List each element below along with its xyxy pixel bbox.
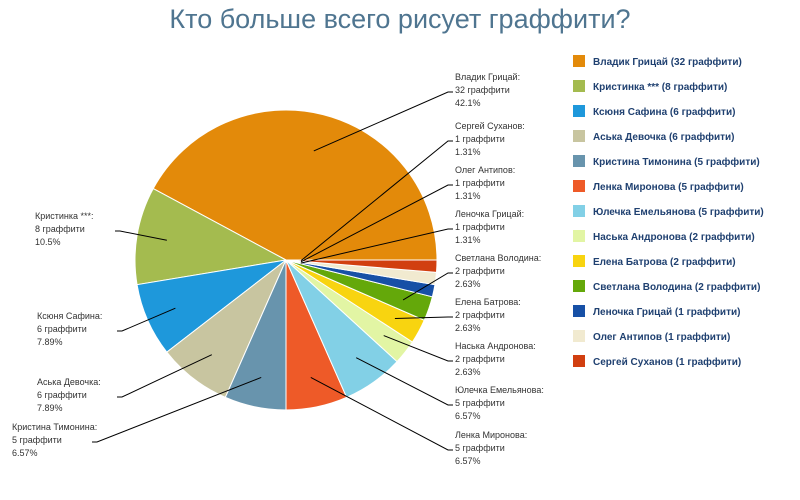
- legend-swatch: [573, 55, 585, 67]
- callout-leader-line: [383, 335, 453, 362]
- pie-slice: [134, 187, 288, 286]
- legend-entry: Елена Батрова (2 граффити): [593, 256, 736, 268]
- callout-count-label: 8 граффити: [35, 224, 85, 234]
- callout-name-label: Кристина Тимонина:: [12, 422, 97, 432]
- callout-leader-line: [300, 228, 453, 264]
- callout-count-label: 1 граффити: [455, 222, 505, 232]
- callout-leader-line: [117, 354, 213, 398]
- chart-title: Кто больше всего рисует граффити?: [169, 4, 631, 34]
- callout-leader-line: [394, 316, 453, 320]
- callout-count-label: 2 граффити: [455, 354, 505, 364]
- pie-slice: [285, 259, 438, 273]
- callout-leader-line: [92, 376, 262, 443]
- legend-entry: Леночка Грицай (1 граффити): [593, 306, 740, 318]
- legend-swatch: [573, 280, 585, 292]
- legend-entry: Аська Девочка (6 граффити): [593, 131, 735, 143]
- callout-percent-label: 1.31%: [455, 147, 481, 157]
- legend-entry: Олег Антипов (1 граффити): [593, 331, 730, 343]
- callout-name-label: Олег Антипов:: [455, 165, 515, 175]
- callout-name-label: Юлечка Емельянова:: [455, 385, 544, 395]
- callout-name-label: Светлана Володина:: [455, 253, 541, 263]
- legend-swatch: [573, 305, 585, 317]
- legend-swatch: [573, 80, 585, 92]
- pie-slices: [134, 109, 438, 411]
- callout-leader-line: [310, 377, 453, 451]
- legend-swatch: [573, 330, 585, 342]
- callout-percent-label: 7.89%: [37, 337, 63, 347]
- callout-leader-line: [355, 357, 453, 406]
- callout-count-label: 6 граффити: [37, 390, 87, 400]
- callout-leader-line: [402, 272, 453, 301]
- callout-count-label: 1 граффити: [455, 134, 505, 144]
- legend-swatch: [573, 180, 585, 192]
- callout-count-label: 1 граффити: [455, 178, 505, 188]
- callout-name-label: Кристинка ***:: [35, 211, 94, 221]
- callout-name-label: Леночка Грицай:: [455, 209, 524, 219]
- callout-leader-line: [313, 91, 453, 152]
- legend-entry: Сергей Суханов (1 граффити): [593, 356, 741, 368]
- callout-percent-label: 42.1%: [455, 98, 481, 108]
- legend-swatch: [573, 355, 585, 367]
- callout-leader-line: [300, 140, 453, 262]
- callout-percent-label: 2.63%: [455, 279, 481, 289]
- legend-entry: Юлечка Емельянова (5 граффити): [593, 206, 764, 218]
- callout-name-label: Ленка Миронова:: [455, 430, 527, 440]
- legend-swatch: [573, 130, 585, 142]
- callout-count-label: 6 граффити: [37, 324, 87, 334]
- callout-name-label: Сергей Суханов:: [455, 121, 525, 131]
- callout-name-label: Ксюня Сафина:: [37, 311, 102, 321]
- legend-swatch: [573, 230, 585, 242]
- callout-leader-line: [300, 184, 453, 263]
- legend-entry: Наська Андронова (2 граффити): [593, 231, 755, 243]
- callout-percent-label: 1.31%: [455, 235, 481, 245]
- callout-percent-label: 10.5%: [35, 237, 61, 247]
- callout-name-label: Аська Девочка:: [37, 377, 101, 387]
- legend-swatch: [573, 105, 585, 117]
- callout-leader-line: [117, 307, 176, 332]
- legend: Владик Грицай (32 граффити) Кристинка ***…: [573, 55, 764, 368]
- callout-percent-label: 2.63%: [455, 323, 481, 333]
- callout-percent-label: 6.57%: [455, 456, 481, 466]
- legend-swatch: [573, 255, 585, 267]
- callout-percent-label: 1.31%: [455, 191, 481, 201]
- legend-entry: Ленка Миронова (5 граффити): [593, 181, 744, 193]
- callout-percent-label: 6.57%: [455, 411, 481, 421]
- callout-count-label: 2 граффити: [455, 310, 505, 320]
- callout-leaders: [92, 91, 453, 451]
- callout-percent-label: 2.63%: [455, 367, 481, 377]
- legend-entry: Кристина Тимонина (5 граффити): [593, 156, 760, 168]
- legend-entry: Владик Грицай (32 граффити): [593, 56, 742, 68]
- callout-name-label: Наська Андронова:: [455, 341, 536, 351]
- pie-slice: [152, 109, 438, 261]
- callout-leader-line: [115, 230, 167, 241]
- callout-count-label: 32 граффити: [455, 85, 510, 95]
- legend-entry: Светлана Володина (2 граффити): [593, 281, 760, 293]
- callout-percent-label: 7.89%: [37, 403, 63, 413]
- callout-name-label: Елена Батрова:: [455, 297, 521, 307]
- legend-swatch: [573, 155, 585, 167]
- callout-count-label: 5 граффити: [12, 435, 62, 445]
- legend-entry: Кристинка *** (8 граффити): [593, 81, 727, 93]
- callout-percent-label: 6.57%: [12, 448, 38, 458]
- callout-count-label: 2 граффити: [455, 266, 505, 276]
- callout-count-label: 5 граффити: [455, 398, 505, 408]
- legend-swatch: [573, 205, 585, 217]
- callout-labels: Владик Грицай: 32 граффити 42.1% Кристинка …: [12, 72, 544, 466]
- legend-entry: Ксюня Сафина (6 граффити): [593, 106, 735, 118]
- callout-count-label: 5 граффити: [455, 443, 505, 453]
- callout-name-label: Владик Грицай:: [455, 72, 520, 82]
